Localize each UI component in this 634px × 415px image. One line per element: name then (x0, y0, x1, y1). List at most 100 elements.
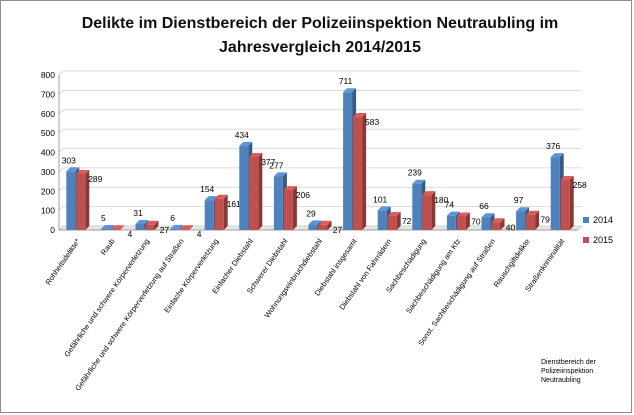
gridline-side (58, 90, 64, 95)
bar-2014 (412, 183, 422, 230)
y-tick-label: 400 (41, 148, 55, 158)
bar-2015 (491, 222, 501, 230)
data-label-2015: 72 (402, 216, 412, 226)
data-label-2014: 74 (445, 200, 455, 210)
bar-2015 (283, 190, 293, 230)
bar-2015 (353, 117, 363, 230)
bar-top (550, 153, 564, 158)
legend-item-2015: 2015 (583, 235, 613, 245)
bar-side (569, 176, 574, 230)
bar-top (283, 186, 297, 191)
bar-top (76, 170, 90, 175)
legend-label-2014: 2014 (593, 215, 614, 225)
bar-top (526, 210, 540, 215)
bar-2014 (204, 200, 214, 230)
bar-top (204, 196, 218, 201)
x-tick-label: Raub (99, 237, 117, 257)
bar-side (465, 212, 470, 230)
data-label-2015: 27 (160, 225, 170, 235)
bar-top (135, 219, 149, 224)
data-label-2014: 277 (269, 160, 283, 170)
bar-2014 (239, 145, 249, 230)
bar-side (431, 191, 436, 230)
gridline-side (58, 109, 64, 114)
data-label-2014: 97 (514, 195, 524, 205)
bar-2014 (100, 229, 110, 230)
data-label-2014: 29 (306, 208, 316, 218)
bar-side (292, 186, 297, 230)
bar-2014 (550, 157, 560, 230)
bar-2015 (214, 198, 224, 230)
bar-2014 (446, 215, 456, 230)
data-label-2015: 4 (128, 229, 133, 239)
bar-top (170, 224, 184, 229)
y-tick-label: 500 (41, 128, 55, 138)
bar-top (249, 152, 263, 157)
bar-side (396, 212, 401, 230)
gridline-side (58, 148, 64, 153)
bar-side (179, 224, 184, 230)
data-label-2014: 6 (170, 213, 175, 223)
bar-top (100, 225, 114, 230)
source-note-line: Polizeiinspektion (541, 368, 594, 375)
data-label-2014: 5 (101, 213, 106, 223)
bar-side (362, 113, 367, 230)
bar-2014 (273, 176, 283, 230)
bar-side (500, 218, 505, 230)
bar-top (318, 220, 332, 225)
bar-2014 (308, 224, 318, 230)
data-label-2014: 154 (200, 184, 214, 194)
data-label-2015: 258 (573, 180, 587, 190)
bar-top (239, 141, 253, 146)
legend-item-2014: 2014 (583, 215, 613, 225)
bar-2014 (170, 228, 180, 230)
bar-2015 (318, 224, 328, 230)
y-tick-label: 600 (41, 109, 55, 119)
bar-top (516, 207, 530, 212)
source-note-line: Dienstbereich der (541, 359, 596, 366)
bar-side (258, 152, 263, 230)
data-label-2015: 377 (261, 157, 275, 167)
bar-top (422, 191, 436, 196)
bar-2014 (377, 210, 387, 230)
x-tick-label: Rauschgiftdelikte (492, 237, 532, 289)
data-label-2015: 27 (333, 225, 343, 235)
gridline-side (58, 167, 64, 173)
bar-top (412, 179, 426, 184)
bar-2015 (180, 229, 190, 230)
gridline-side (58, 225, 64, 231)
data-label-2015: 583 (365, 117, 379, 127)
bar-top (456, 212, 470, 217)
x-tick-label: Wohnungseinbruchdiebstahl (263, 237, 325, 320)
data-label-2015: 289 (88, 174, 102, 184)
bar-2014 (135, 223, 145, 230)
gridline-side (58, 206, 64, 211)
bar-top (491, 218, 505, 223)
bar-top (145, 220, 159, 225)
gridline-side (58, 187, 64, 192)
bar-top (481, 213, 495, 218)
y-tick-label: 200 (41, 186, 55, 196)
data-label-2014: 711 (339, 76, 353, 86)
bar-2015 (422, 195, 432, 230)
data-label-2014: 376 (546, 141, 560, 151)
y-tick-label: 0 (50, 225, 55, 235)
legend-swatch-2014 (583, 217, 589, 223)
data-label-2014: 434 (235, 130, 249, 140)
x-tick-label: Sonst. Sachbeschädigung auf Straßen (416, 237, 497, 347)
bar-2015 (526, 214, 536, 230)
data-label-2015: 79 (540, 215, 550, 225)
chart-title: Delikte im Dienstbereich der Polizeiinsp… (81, 15, 559, 56)
bar-2014 (66, 171, 76, 230)
bar-top (66, 167, 80, 172)
bar-2015 (145, 224, 155, 230)
bar-side (535, 210, 540, 230)
legend-swatch-2015 (583, 237, 589, 243)
bar-side (189, 225, 194, 230)
data-label-2014: 239 (408, 168, 422, 178)
bar-side (154, 220, 159, 230)
bar-2015 (76, 174, 86, 230)
y-tick-label: 800 (41, 70, 55, 80)
